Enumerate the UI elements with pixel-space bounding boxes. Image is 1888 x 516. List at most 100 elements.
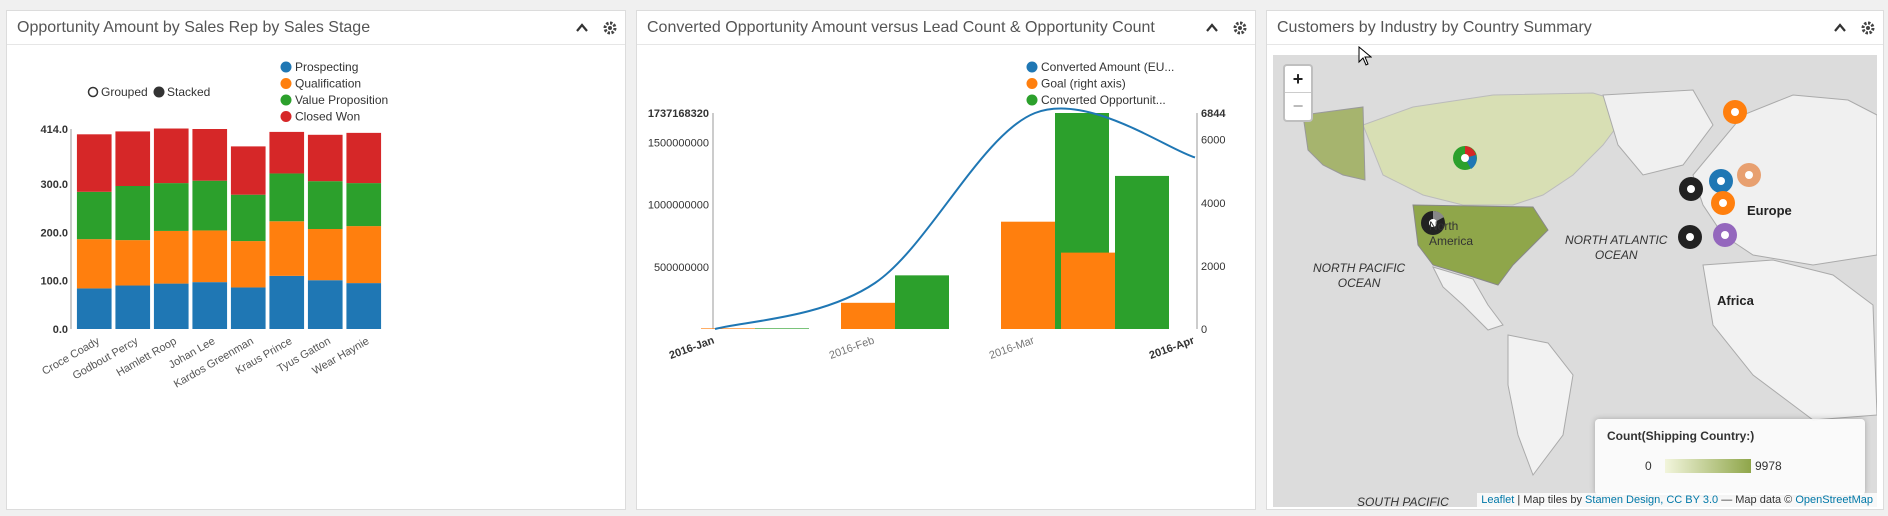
x-tick-label: 2016-Mar (988, 334, 1037, 361)
bar-segment (230, 194, 266, 242)
legend-swatch (1026, 61, 1038, 73)
gear-icon[interactable] (1859, 19, 1877, 37)
bar-segment (115, 186, 151, 241)
bar-goal (701, 328, 755, 329)
bar-converted-opportunity (1115, 175, 1169, 329)
y-tick-label: 200.0 (40, 227, 68, 239)
x-tick-label: 2016-Apr (1148, 334, 1197, 362)
pie-marker[interactable] (1723, 100, 1747, 124)
bar-segment (307, 229, 343, 281)
toggle-label-stacked: Stacked (167, 85, 210, 99)
legend-label: Prospecting (295, 60, 358, 74)
gear-icon[interactable] (601, 19, 619, 37)
legend-swatch (1026, 78, 1038, 89)
map-tiles (1302, 89, 1877, 477)
right-tick-label: 6000 (1201, 135, 1225, 147)
osm-link[interactable]: OpenStreetMap (1795, 494, 1873, 506)
bar-segment (153, 183, 189, 231)
chevron-up-icon[interactable] (573, 19, 591, 37)
pie-marker[interactable] (1453, 146, 1477, 170)
zoom-control: + − (1283, 64, 1313, 122)
y-tick-label: 100.0 (40, 276, 68, 288)
legend-item[interactable]: Closed Won (280, 110, 361, 124)
gear-icon[interactable] (1231, 19, 1249, 37)
label-north-america: North America (1429, 219, 1474, 248)
pie-marker[interactable] (1679, 177, 1703, 201)
leaflet-link[interactable]: Leaflet (1481, 494, 1515, 506)
y-tick-label: 0.0 (53, 324, 68, 336)
bar-segment (346, 183, 382, 227)
bar-segment (230, 146, 266, 195)
bar-segment (230, 287, 266, 329)
bar-segment (307, 134, 343, 182)
legend-swatch (280, 111, 292, 122)
dashlet-header: Converted Opportunity Amount versus Lead… (637, 11, 1255, 45)
stamen-link[interactable]: Stamen Design, CC BY 3.0 (1585, 494, 1719, 506)
stacked-bar-chart: Grouped Stacked Prospecting Qualification Va… (40, 60, 389, 391)
bar-goal (1001, 221, 1055, 329)
bar-segment (307, 181, 343, 229)
bar-segment (153, 128, 189, 184)
legend-label: Goal (right axis) (1041, 77, 1126, 91)
stacked-toggle[interactable]: Stacked (153, 85, 211, 99)
legend-swatch (1026, 94, 1038, 106)
legend-item[interactable]: Qualification (280, 77, 362, 91)
zoom-in-button[interactable]: + (1285, 66, 1311, 93)
bar-converted-opportunity (755, 328, 809, 329)
x-tick-label: Godbout Percy (71, 335, 141, 382)
x-tick-label: 2016-Jan (668, 334, 717, 361)
bar-segment (76, 288, 112, 329)
legend-item[interactable]: Value Proposition (280, 93, 389, 107)
legend-item[interactable]: Converted Amount (EU... (1026, 60, 1175, 74)
bar-segment (115, 285, 151, 329)
label-europe: Europe (1747, 203, 1792, 218)
grouped-toggle[interactable]: Grouped (87, 85, 148, 99)
bar-segment (192, 282, 228, 329)
bar-segment (346, 226, 382, 284)
legend-label: Converted Amount (EU... (1041, 60, 1174, 74)
dashlet-title: Opportunity Amount by Sales Rep by Sales… (17, 19, 371, 36)
y-tick-label: 300.0 (40, 179, 68, 191)
pie-marker[interactable] (1421, 210, 1445, 235)
bar-goal (841, 302, 895, 329)
dashlet-header: Opportunity Amount by Sales Rep by Sales… (7, 11, 625, 45)
bar-segment (115, 131, 151, 187)
line-converted-amount (714, 107, 1196, 330)
bar-segment (192, 129, 228, 181)
map-legend-title: Count(Shipping Country:) (1607, 429, 1755, 443)
bar-segment (76, 191, 112, 240)
radio-stacked (153, 86, 165, 98)
legend-item[interactable]: Prospecting (280, 60, 359, 74)
leaflet-map[interactable]: + − North America NORTH PACIFIC OCEAN NO… (1273, 55, 1877, 507)
pie-marker[interactable] (1737, 163, 1761, 187)
x-tick-label: 2016-Feb (828, 335, 876, 362)
pie-marker[interactable] (1713, 223, 1737, 247)
legend-label: Value Proposition (295, 93, 388, 107)
toggle-label-grouped: Grouped (101, 85, 148, 99)
bar-segment (192, 230, 228, 283)
bar-segment (269, 221, 305, 276)
attribution-text: | Map tiles by (1514, 494, 1586, 506)
chevron-up-icon[interactable] (1831, 19, 1849, 37)
bar-segment (269, 173, 305, 222)
legend-swatch (280, 78, 292, 89)
radio-grouped (87, 86, 99, 98)
legend-item[interactable]: Converted Opportunit... (1026, 93, 1166, 107)
pie-marker[interactable] (1709, 169, 1733, 193)
bar-goal (1061, 252, 1115, 329)
dashlet-converted-opportunity: Converted Opportunity Amount versus Lead… (636, 10, 1256, 510)
map-legend: Count(Shipping Country:) 0 9978 (1595, 419, 1865, 495)
bar-segment (307, 280, 343, 329)
chevron-up-icon[interactable] (1203, 19, 1221, 37)
zoom-out-button[interactable]: − (1292, 96, 1304, 116)
left-tick-label: 1000000000 (648, 200, 709, 212)
legend-item[interactable]: Goal (right axis) (1026, 77, 1126, 91)
legend-label: Converted Opportunit... (1041, 93, 1166, 107)
legend-swatch (280, 61, 292, 73)
pie-marker[interactable] (1711, 191, 1735, 215)
bar-segment (115, 240, 151, 286)
pie-marker[interactable] (1678, 225, 1702, 249)
right-tick-label: 0 (1201, 324, 1207, 336)
dashlet-header: Customers by Industry by Country Summary (1267, 11, 1883, 45)
